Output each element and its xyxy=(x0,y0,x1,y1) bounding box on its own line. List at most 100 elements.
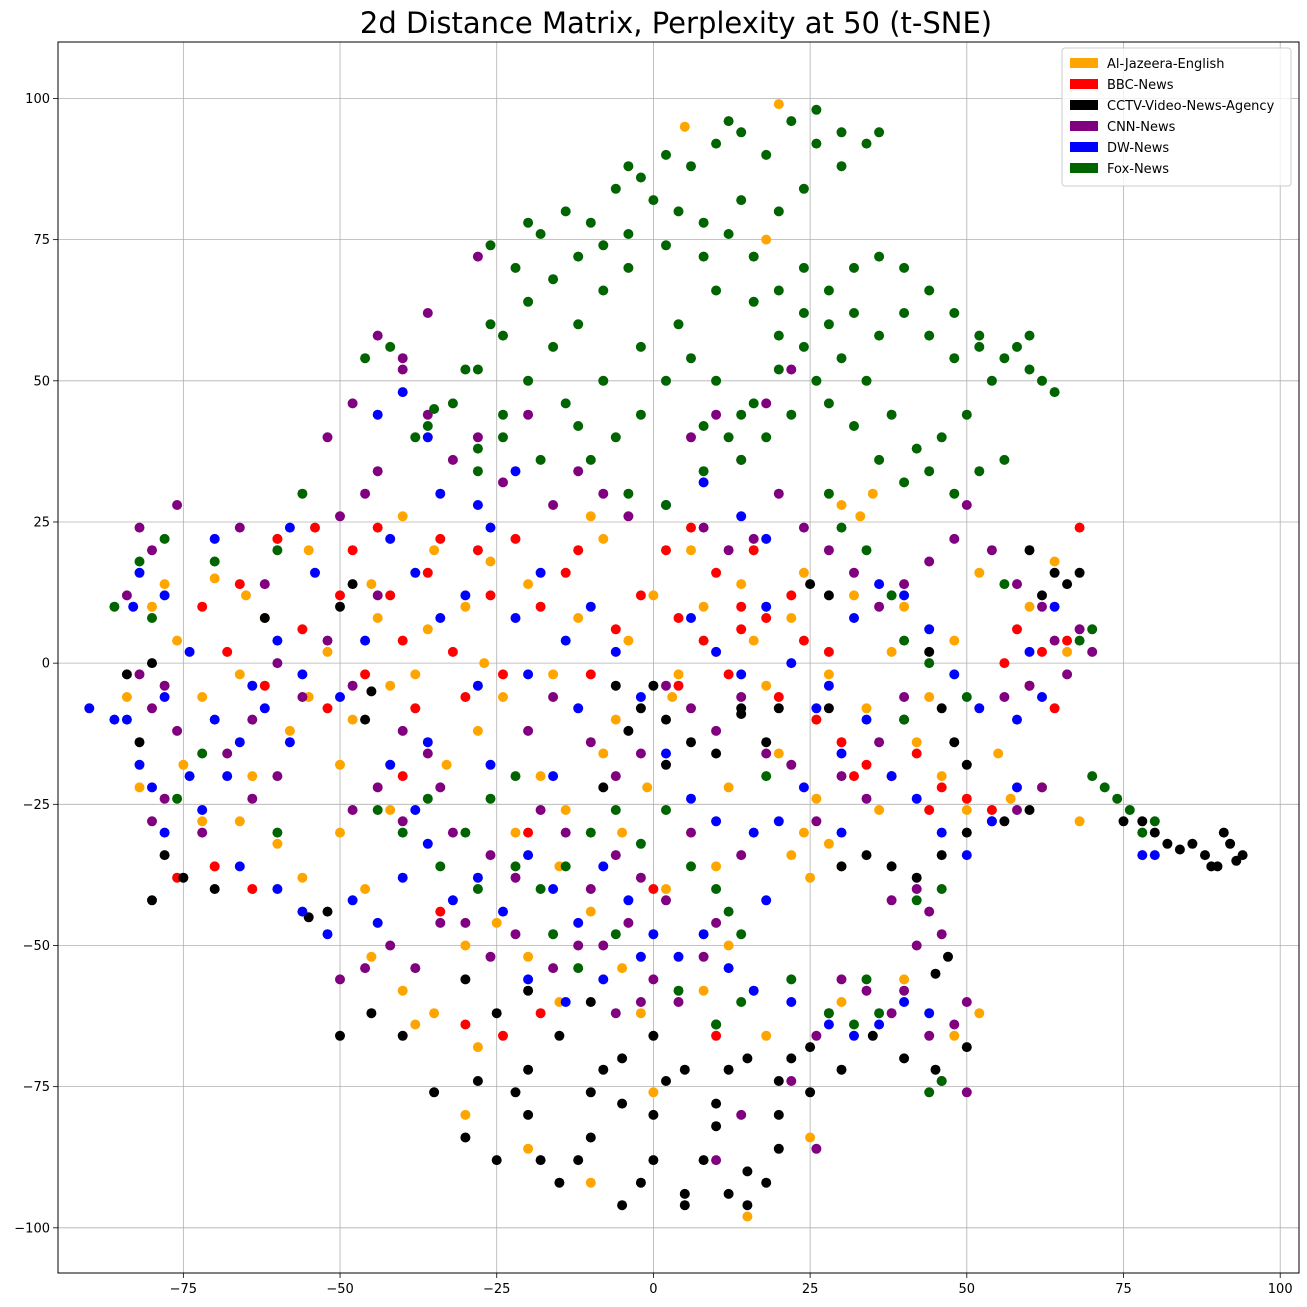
data-point xyxy=(247,793,258,804)
data-point xyxy=(460,601,471,612)
data-point xyxy=(159,850,170,861)
data-point xyxy=(786,613,797,623)
data-point xyxy=(686,613,696,623)
data-point xyxy=(686,827,696,838)
data-point xyxy=(661,375,671,386)
data-point xyxy=(711,138,722,149)
legend-swatch xyxy=(1070,142,1098,152)
data-point xyxy=(197,827,208,838)
data-point xyxy=(335,1030,345,1041)
data-point xyxy=(1118,816,1129,827)
data-point xyxy=(736,692,747,702)
data-point xyxy=(422,432,433,443)
data-point xyxy=(786,850,797,861)
data-point xyxy=(234,579,245,590)
data-point xyxy=(535,884,546,894)
data-point xyxy=(661,500,671,510)
data-point xyxy=(736,195,747,206)
data-point xyxy=(874,805,885,815)
data-point xyxy=(523,1143,534,1154)
data-point xyxy=(523,827,534,838)
data-point xyxy=(1174,844,1185,855)
data-point xyxy=(874,330,885,341)
y-tick-label: 100 xyxy=(25,92,50,107)
data-point xyxy=(673,985,684,996)
data-point xyxy=(936,884,947,894)
data-point xyxy=(147,613,157,623)
data-point xyxy=(836,522,847,533)
data-point xyxy=(1049,567,1060,578)
data-point xyxy=(472,545,483,556)
data-point xyxy=(178,872,189,883)
data-point xyxy=(410,669,421,680)
data-point xyxy=(347,398,358,409)
data-point xyxy=(936,782,947,793)
data-point xyxy=(798,635,809,646)
legend: Al-Jazeera-English BBC-News CCTV-Video-New… xyxy=(1061,47,1292,187)
data-point xyxy=(773,1143,784,1154)
data-point xyxy=(573,319,584,330)
data-point xyxy=(1037,692,1047,702)
data-point xyxy=(322,432,333,443)
data-point xyxy=(1012,805,1022,815)
y-tick-label: 75 xyxy=(33,233,50,248)
data-point xyxy=(849,613,859,623)
data-point xyxy=(491,917,502,928)
data-point xyxy=(861,138,872,149)
data-point xyxy=(573,613,584,623)
data-point xyxy=(510,872,521,883)
data-point xyxy=(661,884,671,894)
data-point xyxy=(1074,624,1085,635)
data-point xyxy=(786,590,797,601)
data-point xyxy=(247,884,258,894)
data-point xyxy=(585,1132,596,1143)
data-point xyxy=(761,748,772,759)
data-point xyxy=(861,714,872,725)
data-point xyxy=(297,906,308,917)
data-point xyxy=(548,669,559,680)
data-point xyxy=(472,432,483,443)
data-point xyxy=(836,161,847,172)
data-point xyxy=(698,522,709,533)
data-point xyxy=(447,454,458,465)
data-point xyxy=(974,466,985,477)
data-point xyxy=(736,1109,747,1120)
data-point xyxy=(773,364,784,375)
data-point xyxy=(460,590,471,601)
data-point xyxy=(635,838,646,849)
data-point xyxy=(147,895,157,906)
data-point xyxy=(1200,850,1210,861)
data-point xyxy=(811,703,822,714)
data-point xyxy=(447,827,458,838)
data-point xyxy=(397,364,408,375)
data-point xyxy=(397,353,408,364)
data-point xyxy=(823,838,834,849)
data-point xyxy=(686,861,696,872)
data-point xyxy=(823,545,834,556)
data-point xyxy=(886,771,897,782)
data-point xyxy=(234,737,245,748)
data-point xyxy=(805,1132,816,1143)
data-point xyxy=(385,680,396,691)
data-point xyxy=(385,940,396,951)
data-point xyxy=(648,929,659,940)
data-point xyxy=(1074,635,1085,646)
data-point xyxy=(686,432,696,443)
y-tick-label: −25 xyxy=(23,798,50,813)
data-point xyxy=(686,161,696,172)
data-point xyxy=(698,601,709,612)
data-point xyxy=(861,793,872,804)
data-point xyxy=(598,285,609,296)
legend-swatch xyxy=(1070,121,1098,131)
data-point xyxy=(372,917,383,928)
data-point xyxy=(222,748,233,759)
data-point xyxy=(372,522,383,533)
data-point xyxy=(849,421,859,431)
data-point xyxy=(485,240,496,251)
data-point xyxy=(748,398,759,409)
data-point xyxy=(109,601,120,612)
data-point xyxy=(661,759,671,770)
data-point xyxy=(635,341,646,352)
data-point xyxy=(385,533,396,544)
data-point xyxy=(635,703,646,714)
